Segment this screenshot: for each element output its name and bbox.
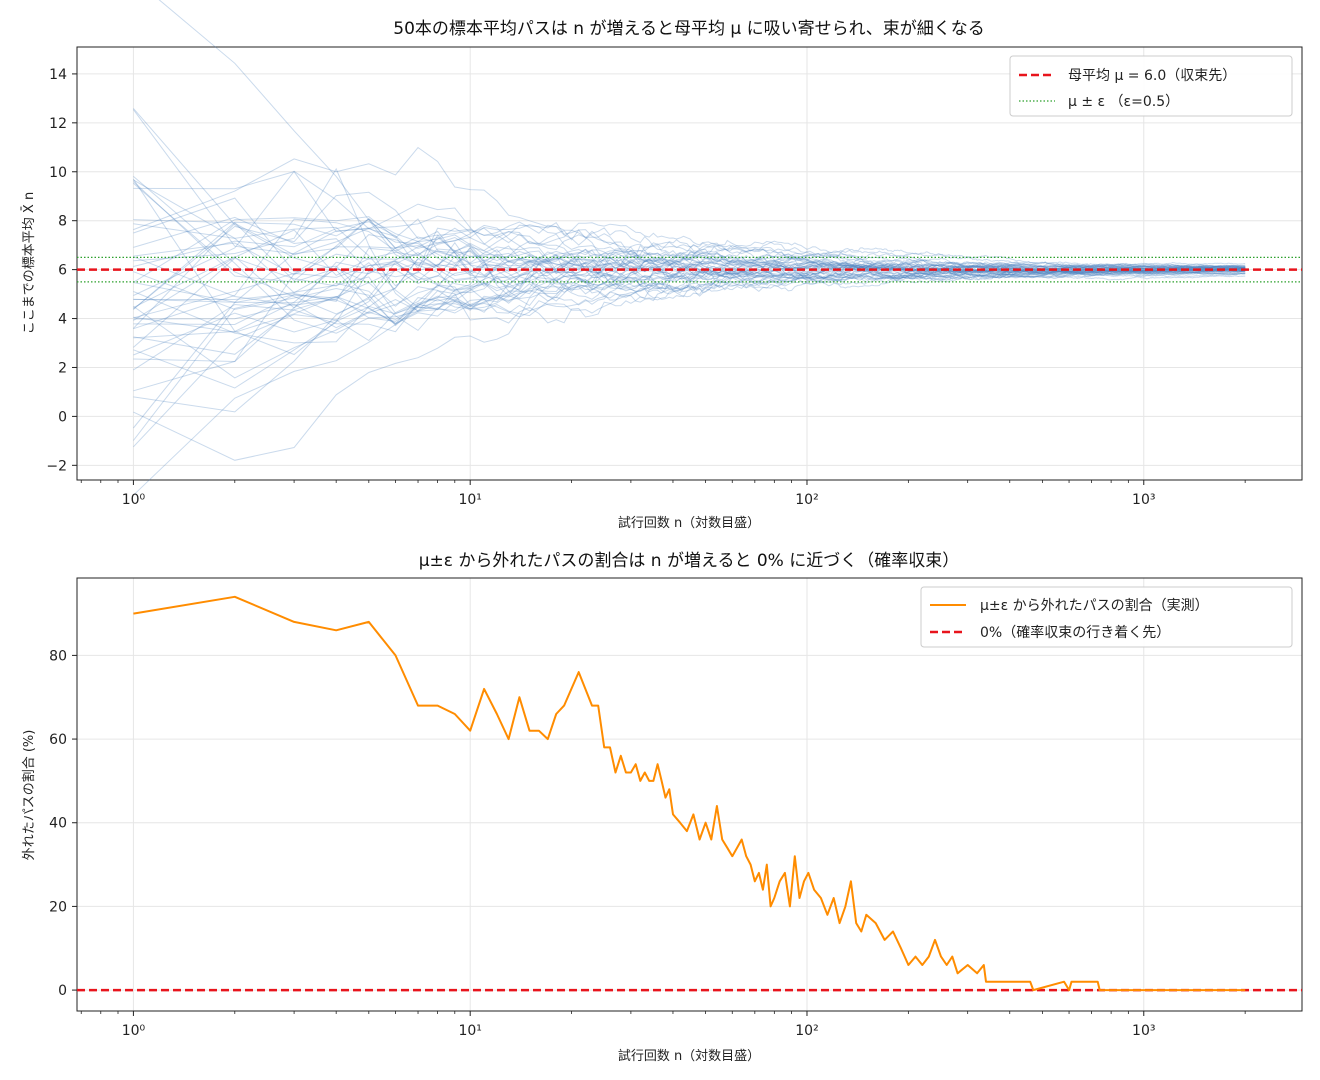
sample-mean-path [133, 234, 1246, 309]
top-y-tick-label: 6 [58, 263, 67, 279]
bottom-y-tick-label: 80 [49, 648, 67, 664]
sample-mean-path [133, 247, 1246, 355]
bottom-x-axis-label: 試行回数 n（対数目盛） [618, 1048, 760, 1064]
top-plot-frame [76, 46, 1303, 481]
top-y-tick-label: −2 [46, 458, 67, 474]
top-y-tick-label: 10 [49, 165, 67, 181]
sample-mean-path [133, 221, 1246, 278]
bottom-x-tick-label: 10⁰ [122, 1023, 146, 1039]
sample-mean-path [133, 215, 1246, 329]
bottom-x-tick-label: 10² [795, 1023, 818, 1039]
sample-mean-path [133, 216, 1246, 278]
top-y-tick-label: 4 [58, 312, 67, 328]
sample-mean-path [133, 261, 1246, 371]
bottom-y-tick-label: 40 [49, 816, 67, 832]
sample-mean-path [133, 247, 1246, 356]
legend-label-mu: 母平均 μ = 6.0（収束先） [1068, 68, 1236, 84]
sample-mean-path [133, 266, 1246, 329]
sample-mean-path [133, 263, 1246, 389]
top-chart-title: 50本の標本平均パスは n が増えると母平均 μ に吸い寄せられ、束が細くなる [393, 19, 985, 39]
sample-mean-path [133, 257, 1246, 348]
bottom-y-tick-label: 0 [58, 983, 67, 999]
top-x-tick-label: 10⁰ [122, 492, 146, 508]
sample-mean-path [133, 240, 1246, 302]
sample-mean-path [133, 146, 1246, 276]
bottom-series [77, 595, 1302, 992]
sample-mean-path [133, 264, 1246, 363]
sample-mean-path [133, 266, 1246, 344]
top-reference-lines [77, 256, 1302, 283]
top-y-axis-label: ここまでの標本平均 X̄ n [22, 192, 37, 334]
sample-mean-path [133, 176, 1246, 334]
top-x-axis-label: 試行回数 n（対数目盛） [618, 515, 760, 531]
bottom-y-axis-label: 外れたパスの割合 (%) [21, 730, 37, 861]
sample-mean-path [133, 244, 1246, 326]
sample-mean-path [133, 218, 1246, 310]
bottom-y-ticks: 0 20 40 60 80 [49, 648, 77, 999]
sample-mean-path [133, 227, 1246, 321]
top-y-tick-label: 8 [58, 214, 67, 230]
sample-mean-path [133, 224, 1246, 278]
sample-mean-path [133, 203, 1246, 303]
top-legend: 母平均 μ = 6.0（収束先） μ ± ε （ε=0.5） [1009, 55, 1293, 117]
bottom-x-tick-label: 10³ [1132, 1023, 1155, 1039]
bottom-chart: μ±ε から外れたパスの割合は n が増えると 0% に近づく（確率収束） 10… [21, 551, 1303, 1064]
bottom-legend: μ±ε から外れたパスの割合（実測） 0%（確率収束の行き着く先） [920, 586, 1293, 648]
top-legend-box [1009, 55, 1293, 117]
bottom-plot-frame [76, 577, 1303, 1012]
top-x-ticks: 10⁰ 10¹ 10² 10³ [80, 480, 1246, 508]
sample-mean-path [133, 197, 1246, 299]
top-y-tick-label: 0 [58, 409, 67, 425]
sample-mean-path [133, 247, 1246, 441]
top-x-tick-label: 10² [795, 492, 818, 508]
top-chart: 50本の標本平均パスは n が増えると母平均 μ に吸い寄せられ、束が細くなる … [22, 0, 1303, 531]
sample-mean-path [132, 178, 1246, 356]
outside-fraction-line [133, 595, 1246, 992]
top-x-tick-label: 10¹ [458, 492, 481, 508]
bottom-y-tick-label: 20 [49, 899, 67, 915]
top-y-tick-label: 14 [49, 67, 67, 83]
sample-mean-path [133, 191, 1246, 310]
bottom-x-tick-label: 10¹ [458, 1023, 481, 1039]
bottom-y-tick-label: 60 [49, 732, 67, 748]
sample-mean-path [133, 216, 1246, 283]
sample-mean-path [133, 108, 1246, 325]
top-y-tick-label: 12 [49, 116, 67, 132]
top-x-tick-label: 10³ [1132, 492, 1155, 508]
bottom-chart-title: μ±ε から外れたパスの割合は n が増えると 0% に近づく（確率収束） [419, 551, 960, 571]
bottom-x-ticks: 10⁰ 10¹ 10² 10³ [80, 1011, 1246, 1039]
legend-label-band: μ ± ε （ε=0.5） [1068, 94, 1179, 110]
sample-mean-path [133, 181, 1246, 284]
top-y-ticks: −2 0 2 4 6 8 10 12 14 [46, 67, 77, 474]
top-y-tick-label: 2 [58, 360, 67, 376]
sample-mean-path [133, 170, 1246, 296]
legend-label-zero: 0%（確率収束の行き着く先） [980, 624, 1170, 641]
bottom-legend-box [920, 586, 1293, 648]
legend-label-outside: μ±ε から外れたパスの割合（実測） [980, 597, 1209, 614]
